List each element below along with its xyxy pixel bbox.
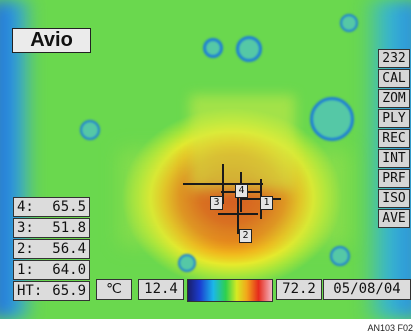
menu-item-zom[interactable]: ZOM (378, 89, 410, 108)
figure-caption: AN103 F02 (367, 323, 413, 333)
date-display: 05/08/04 (323, 279, 411, 300)
marker-label: 2 (239, 229, 252, 243)
readout-key: 1: (17, 262, 34, 278)
readout-key: 3: (17, 220, 34, 236)
readout-key: 4: (17, 199, 34, 215)
readout-row: 1: 64.0 (13, 260, 90, 280)
scale-max-value: 72.2 (276, 279, 322, 300)
readout-row: HT: 65.9 (13, 281, 90, 301)
readout-value: 64.0 (52, 262, 86, 278)
readout-row: 3: 51.8 (13, 218, 90, 238)
marker-label: 1 (260, 196, 273, 210)
thermal-image: 4 1 3 2 Avio 232 CAL ZOM PLY REC INT PRF… (0, 0, 411, 319)
unit-indicator[interactable]: ℃ (96, 279, 132, 300)
readout-value: 65.9 (52, 283, 86, 299)
menu-item-ply[interactable]: PLY (378, 109, 410, 128)
brand-logo: Avio (12, 28, 91, 53)
crosshair-marker[interactable] (218, 194, 258, 234)
via-pad (203, 38, 223, 58)
marker-label: 4 (235, 184, 248, 198)
color-scale-bar (187, 279, 273, 302)
via-pad (178, 254, 196, 272)
menu-item-ave[interactable]: AVE (378, 209, 410, 228)
via-pad (310, 97, 354, 141)
readout-value: 65.5 (52, 199, 86, 215)
menu-item-iso[interactable]: ISO (378, 189, 410, 208)
readout-value: 51.8 (52, 220, 86, 236)
readout-value: 56.4 (52, 241, 86, 257)
via-pad (330, 246, 350, 266)
readout-row: 4: 65.5 (13, 197, 90, 217)
menu-item-prf[interactable]: PRF (378, 169, 410, 188)
scale-min-value: 12.4 (138, 279, 184, 300)
marker-label: 3 (210, 196, 223, 210)
readout-row: 2: 56.4 (13, 239, 90, 259)
readout-key: 2: (17, 241, 34, 257)
via-pad (340, 14, 358, 32)
temperature-readouts: 4: 65.5 3: 51.8 2: 56.4 1: 64.0 HT: 65.9 (13, 197, 90, 302)
via-pad (236, 36, 262, 62)
via-pad (80, 120, 100, 140)
crosshair-marker[interactable] (183, 164, 263, 204)
menu-item-rec[interactable]: REC (378, 129, 410, 148)
menu-item-232[interactable]: 232 (378, 49, 410, 68)
readout-key: HT: (17, 283, 43, 299)
menu-item-cal[interactable]: CAL (378, 69, 410, 88)
menu-item-int[interactable]: INT (378, 149, 410, 168)
warm-component (190, 95, 295, 190)
side-menu: 232 CAL ZOM PLY REC INT PRF ISO AVE (378, 49, 410, 229)
